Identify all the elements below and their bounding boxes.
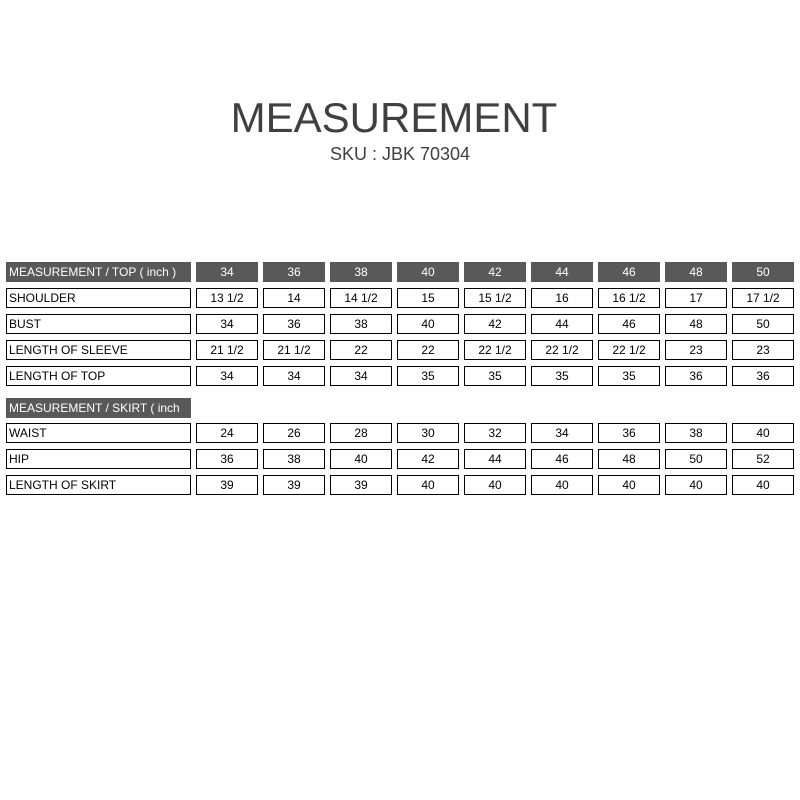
row-label: LENGTH OF SKIRT: [6, 475, 191, 495]
size-header-cell: 44: [531, 262, 593, 282]
value-cell: 40: [598, 475, 660, 495]
value-cell: 36: [598, 423, 660, 443]
value-cell: 21 1/2: [263, 340, 325, 360]
row-label: WAIST: [6, 423, 191, 443]
value-cell: 40: [397, 314, 459, 334]
value-cell: 34: [531, 423, 593, 443]
value-cell: 17: [665, 288, 727, 308]
value-cell: 40: [732, 475, 794, 495]
value-cell: 34: [330, 366, 392, 386]
value-cell: 16 1/2: [598, 288, 660, 308]
size-header-cell: 46: [598, 262, 660, 282]
row-label: LENGTH OF TOP: [6, 366, 191, 386]
page-title: MEASUREMENT: [230, 94, 558, 141]
value-cell: 24: [196, 423, 258, 443]
value-cell: 15 1/2: [464, 288, 526, 308]
value-cell: 13 1/2: [196, 288, 258, 308]
value-cell: 35: [531, 366, 593, 386]
size-header-cell: 40: [397, 262, 459, 282]
value-cell: 39: [196, 475, 258, 495]
value-cell: 39: [263, 475, 325, 495]
value-cell: 40: [732, 423, 794, 443]
value-cell: 14: [263, 288, 325, 308]
value-cell: 26: [263, 423, 325, 443]
value-cell: 35: [598, 366, 660, 386]
value-cell: 48: [665, 314, 727, 334]
value-cell: 32: [464, 423, 526, 443]
value-cell: 44: [531, 314, 593, 334]
value-cell: 36: [665, 366, 727, 386]
value-cell: 22: [330, 340, 392, 360]
size-header-cell: 42: [464, 262, 526, 282]
size-header-cell: 38: [330, 262, 392, 282]
value-cell: 17 1/2: [732, 288, 794, 308]
value-cell: 42: [464, 314, 526, 334]
value-cell: 40: [531, 475, 593, 495]
row-label: LENGTH OF SLEEVE: [6, 340, 191, 360]
value-cell: 23: [665, 340, 727, 360]
value-cell: 50: [732, 314, 794, 334]
value-cell: 38: [263, 449, 325, 469]
value-cell: 42: [397, 449, 459, 469]
value-cell: 23: [732, 340, 794, 360]
size-header-cell: 48: [665, 262, 727, 282]
value-cell: 39: [330, 475, 392, 495]
value-cell: 34: [263, 366, 325, 386]
sku-label: SKU : JBK 70304: [329, 144, 471, 164]
value-cell: 16: [531, 288, 593, 308]
value-cell: 46: [531, 449, 593, 469]
value-cell: 34: [196, 314, 258, 334]
top-section-header: MEASUREMENT / TOP ( inch ): [6, 262, 191, 282]
value-cell: 50: [665, 449, 727, 469]
value-cell: 15: [397, 288, 459, 308]
value-cell: 40: [330, 449, 392, 469]
value-cell: 36: [196, 449, 258, 469]
value-cell: 22: [397, 340, 459, 360]
value-cell: 48: [598, 449, 660, 469]
value-cell: 22 1/2: [531, 340, 593, 360]
value-cell: 46: [598, 314, 660, 334]
size-header-cell: 36: [263, 262, 325, 282]
value-cell: 22 1/2: [464, 340, 526, 360]
value-cell: 34: [196, 366, 258, 386]
row-label: BUST: [6, 314, 191, 334]
value-cell: 22 1/2: [598, 340, 660, 360]
row-label: HIP: [6, 449, 191, 469]
value-cell: 36: [732, 366, 794, 386]
value-cell: 36: [263, 314, 325, 334]
value-cell: 35: [397, 366, 459, 386]
value-cell: 28: [330, 423, 392, 443]
value-cell: 44: [464, 449, 526, 469]
skirt-section-header: MEASUREMENT / SKIRT ( inch: [6, 398, 191, 418]
value-cell: 35: [464, 366, 526, 386]
size-header-cell: 34: [196, 262, 258, 282]
value-cell: 21 1/2: [196, 340, 258, 360]
value-cell: 30: [397, 423, 459, 443]
value-cell: 38: [330, 314, 392, 334]
value-cell: 38: [665, 423, 727, 443]
value-cell: 14 1/2: [330, 288, 392, 308]
value-cell: 40: [464, 475, 526, 495]
size-header-cell: 50: [732, 262, 794, 282]
row-label: SHOULDER: [6, 288, 191, 308]
value-cell: 40: [397, 475, 459, 495]
value-cell: 40: [665, 475, 727, 495]
value-cell: 52: [732, 449, 794, 469]
